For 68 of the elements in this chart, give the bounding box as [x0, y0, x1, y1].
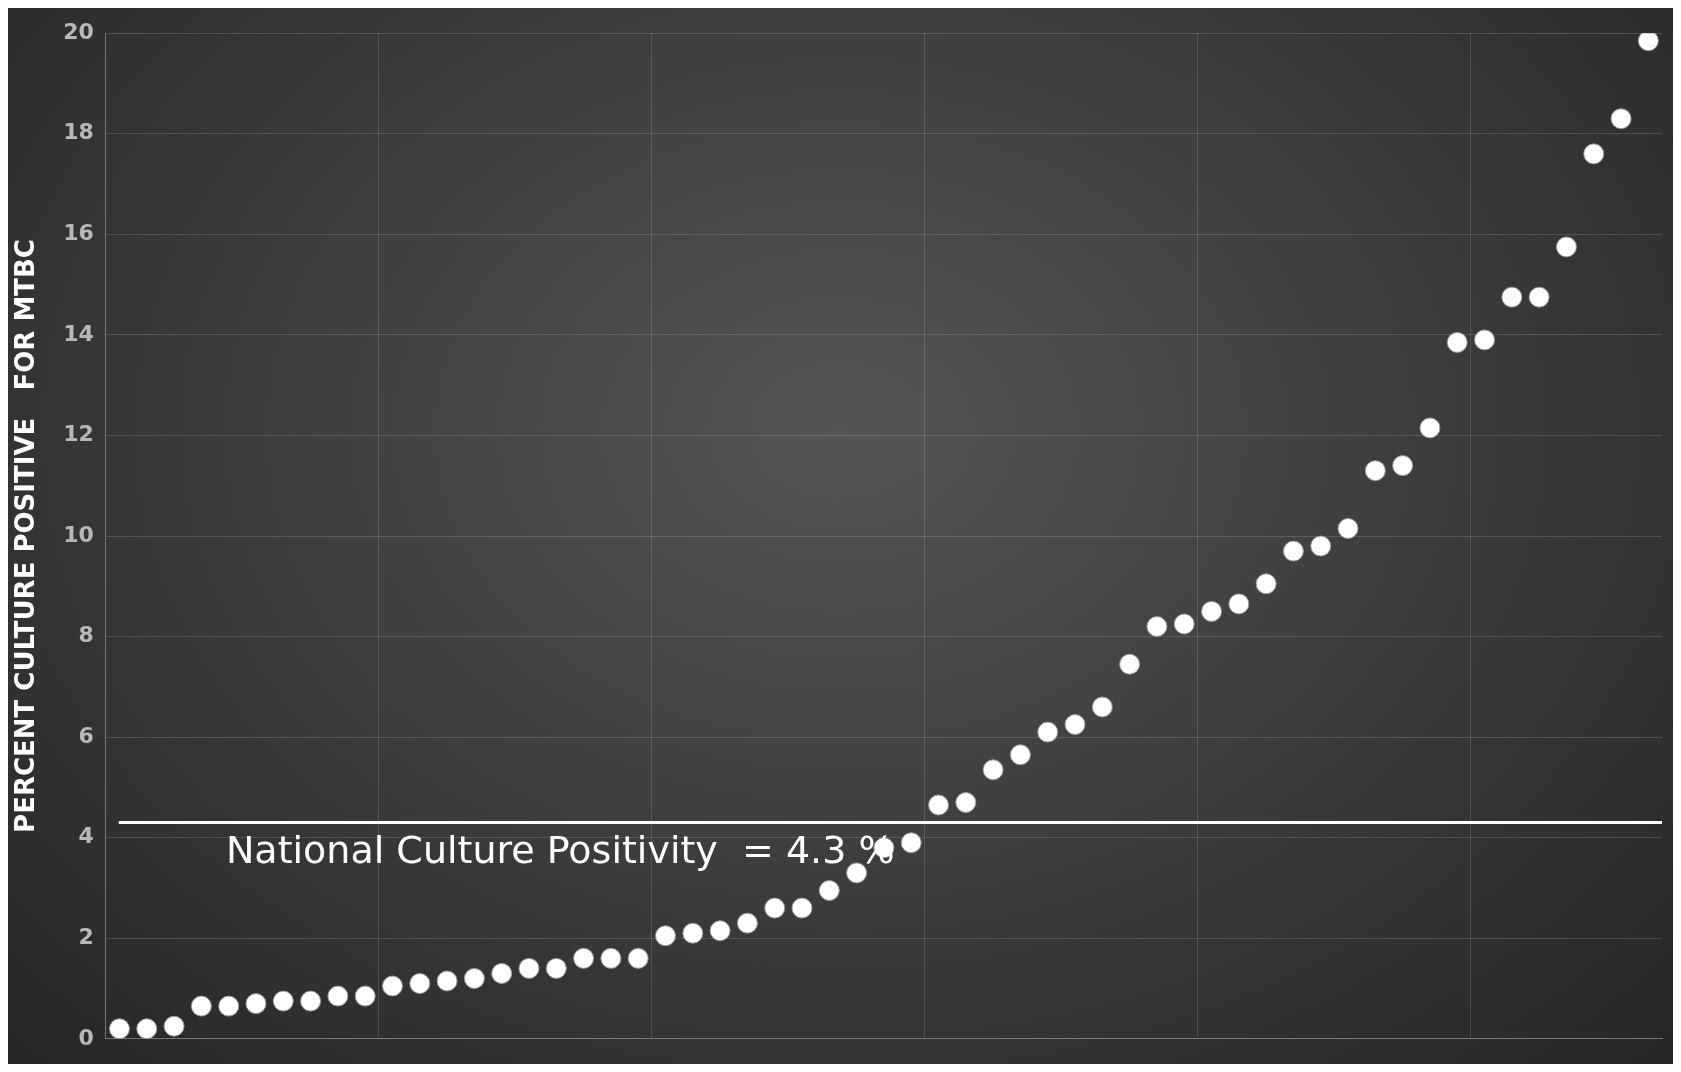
y-tick-label: 8	[78, 622, 94, 648]
point	[627, 947, 649, 969]
point	[1201, 600, 1223, 622]
point	[791, 897, 813, 919]
y-tick-label: 4	[78, 823, 94, 849]
point	[982, 759, 1004, 781]
point	[163, 1015, 185, 1037]
y-tick-label: 18	[63, 119, 94, 145]
y-axis-title: PERCENT CULTURE POSITIVE FOR MTBC	[10, 239, 41, 833]
y-tick-label: 0	[78, 1024, 94, 1050]
point	[1064, 714, 1086, 736]
y-tick-label: 10	[63, 521, 94, 547]
point	[573, 947, 595, 969]
point	[354, 985, 376, 1007]
point	[190, 995, 212, 1017]
y-tick-label: 16	[63, 220, 94, 246]
point	[1555, 236, 1577, 258]
point	[491, 962, 513, 984]
point	[1528, 286, 1550, 308]
point	[1173, 613, 1195, 635]
point	[108, 1018, 130, 1039]
point	[1446, 331, 1468, 353]
point	[381, 975, 403, 997]
point	[1119, 653, 1141, 675]
point	[1501, 286, 1523, 308]
point	[1228, 593, 1250, 615]
point	[1337, 517, 1359, 539]
y-tick-label: 2	[78, 923, 94, 949]
y-tick-label: 20	[63, 18, 94, 44]
point	[300, 990, 322, 1012]
point	[1364, 460, 1386, 482]
point	[736, 912, 758, 934]
point	[955, 791, 977, 813]
point	[709, 920, 731, 942]
point	[600, 947, 622, 969]
point	[1310, 535, 1332, 557]
point	[846, 862, 868, 884]
point	[655, 925, 676, 947]
y-tick-label: 12	[63, 421, 94, 447]
point	[764, 897, 786, 919]
point	[1583, 143, 1605, 165]
point	[1009, 744, 1031, 766]
point	[1282, 540, 1304, 562]
point	[1474, 329, 1496, 351]
point	[1419, 417, 1441, 439]
point	[518, 957, 540, 979]
y-tick-label: 6	[78, 722, 94, 748]
point	[900, 832, 922, 854]
point	[245, 993, 267, 1015]
point	[1255, 573, 1277, 595]
point	[327, 985, 349, 1007]
point	[436, 970, 458, 992]
point	[272, 990, 294, 1012]
point	[928, 794, 950, 816]
point	[1392, 455, 1414, 477]
point	[1146, 616, 1168, 637]
point	[1637, 33, 1659, 52]
point	[136, 1018, 158, 1039]
point	[818, 879, 840, 901]
point	[1091, 696, 1113, 718]
point	[463, 967, 485, 989]
point	[1037, 721, 1059, 743]
point	[1610, 108, 1632, 130]
point	[218, 995, 240, 1017]
point	[682, 922, 704, 944]
point	[409, 972, 431, 994]
y-tick-label: 14	[63, 320, 94, 346]
point	[545, 957, 567, 979]
